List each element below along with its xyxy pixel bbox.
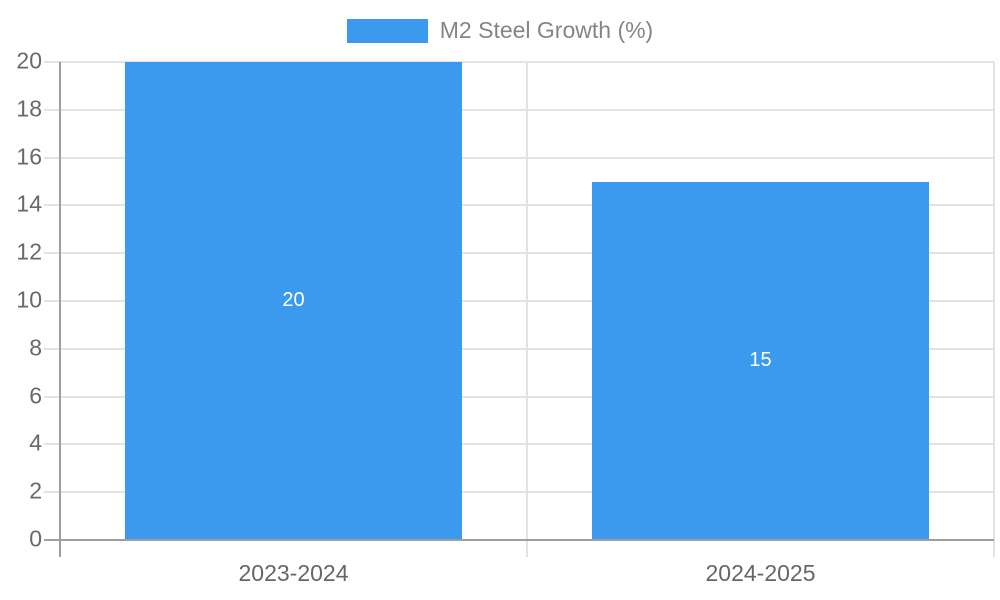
y-axis-tick-label: 6 — [29, 382, 42, 409]
y-axis-tick-label: 14 — [16, 190, 42, 217]
gridline-y — [44, 108, 994, 111]
x-axis-category-label: 2024-2025 — [705, 560, 816, 586]
y-axis-line — [59, 62, 61, 557]
legend[interactable]: M2 Steel Growth (%) — [0, 17, 1000, 44]
gridline-y — [44, 156, 994, 159]
y-axis-tick-label: 20 — [16, 47, 42, 74]
y-axis-tick-label: 12 — [16, 238, 42, 265]
gridline-y — [44, 252, 994, 255]
legend-swatch-icon[interactable] — [346, 18, 428, 43]
x-axis-line — [44, 539, 994, 541]
y-axis-tick-label: 2 — [29, 477, 42, 504]
legend-label: M2 Steel Growth (%) — [439, 17, 654, 43]
gridline-y — [44, 61, 994, 63]
gridline-y — [44, 204, 994, 207]
y-axis-tick-label: 10 — [16, 286, 42, 313]
bar-value-label: 15 — [749, 348, 772, 371]
gridline-x — [993, 62, 995, 557]
bar-value-label: 20 — [282, 289, 305, 311]
y-axis-tick-label: 16 — [16, 143, 42, 170]
bar[interactable]: 20 — [125, 62, 462, 540]
y-axis-tick-label: 8 — [29, 334, 42, 361]
x-axis-category-label: 2023-2024 — [238, 560, 349, 586]
gridline-y — [44, 443, 994, 446]
gridline-y — [44, 491, 994, 494]
y-axis-tick-label: 0 — [29, 525, 42, 552]
y-axis-tick-label: 4 — [29, 429, 42, 456]
bar[interactable]: 15 — [592, 181, 929, 540]
y-axis-tick-label: 18 — [16, 95, 42, 122]
gridline-y — [44, 395, 994, 398]
gridline-y — [44, 347, 994, 350]
gridline-y — [44, 300, 994, 302]
gridline-x — [526, 62, 528, 557]
